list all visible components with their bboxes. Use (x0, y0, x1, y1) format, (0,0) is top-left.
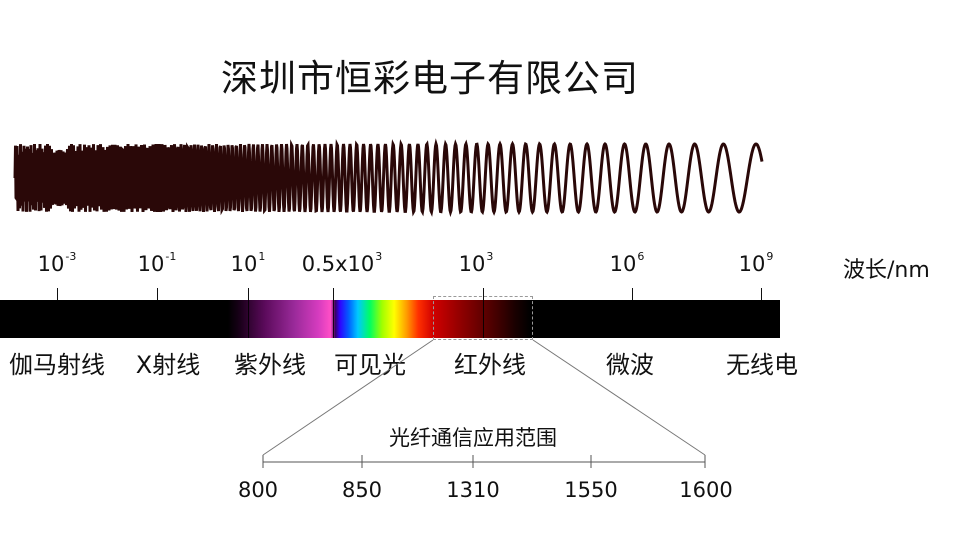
scale-tick (632, 288, 633, 300)
bar-tick (248, 300, 249, 338)
fiber-range-highlight (433, 296, 533, 340)
region-label-radio: 无线电 (726, 351, 798, 379)
tick-label: 106 (609, 250, 645, 276)
tick-label: 103 (458, 250, 494, 276)
fiber-tick-label: 850 (341, 478, 383, 502)
spectrum-gradient (228, 300, 530, 338)
scale-tick (57, 288, 58, 300)
fiber-tick-label: 800 (237, 478, 279, 502)
fiber-tick-label: 1310 (446, 478, 500, 502)
scale-tick (483, 288, 484, 300)
tick-label: 109 (738, 250, 774, 276)
region-label-xray: X射线 (135, 351, 201, 379)
region-label-microwave: 微波 (606, 351, 654, 379)
fiber-range-title: 光纤通信应用范围 (389, 426, 557, 450)
bar-tick (333, 300, 334, 338)
page-title: 深圳市恒彩电子有限公司 (221, 57, 639, 100)
wavelength-unit: 波长/nm (843, 258, 930, 283)
scale-tick (157, 288, 158, 300)
scale-tick (761, 288, 762, 300)
scale-tick (248, 288, 249, 300)
fiber-tick-label: 1600 (679, 478, 733, 502)
bar-tick (483, 300, 484, 338)
scale-tick (333, 288, 334, 300)
region-label-gamma: 伽马射线 (9, 351, 105, 379)
spectrum-bar (0, 300, 780, 338)
electromagnetic-wave (13, 138, 764, 218)
tick-label: 10-3 (37, 250, 77, 276)
region-label-uv: 紫外线 (234, 351, 306, 379)
tick-label: 0.5x103 (301, 250, 383, 276)
region-label-visible: 可见光 (334, 351, 406, 379)
fiber-tick-label: 1550 (564, 478, 618, 502)
region-label-infrared: 红外线 (454, 351, 526, 379)
tick-label: 101 (230, 250, 266, 276)
tick-label: 10-1 (137, 250, 177, 276)
